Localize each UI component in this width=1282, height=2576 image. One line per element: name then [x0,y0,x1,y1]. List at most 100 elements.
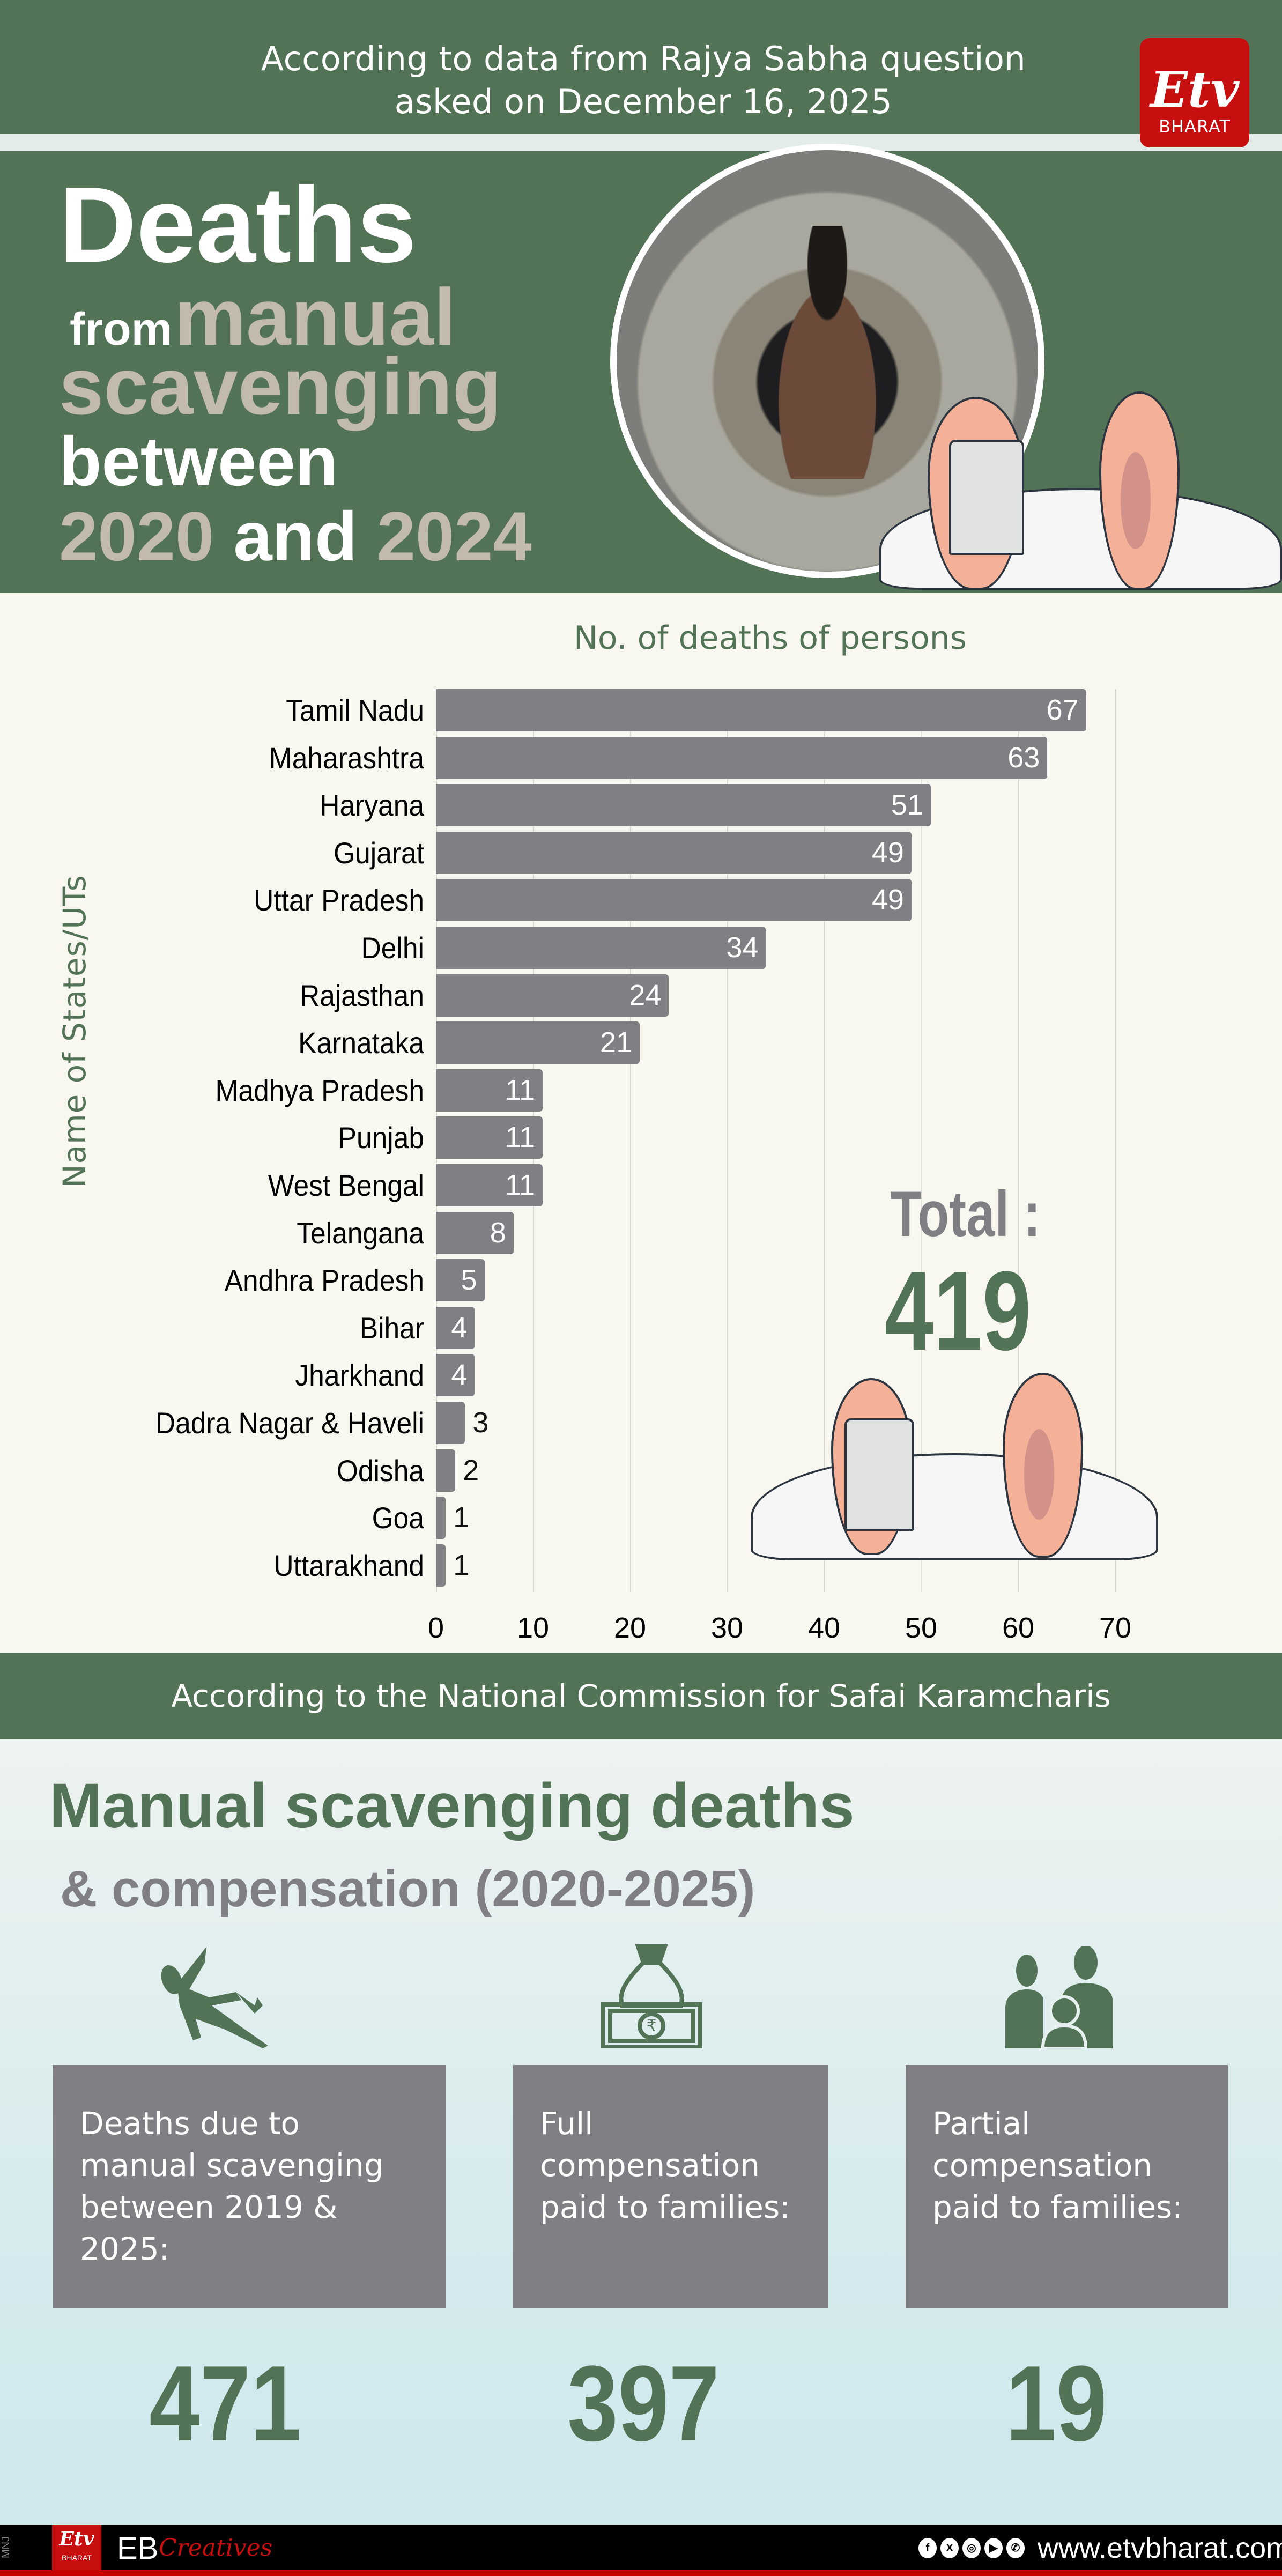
worker-figure [751,226,903,479]
divider-strip [0,134,1282,151]
bar-row: West Bengal 11 [268,1164,1115,1206]
chart-title: No. of deaths of persons [574,619,967,657]
category-label: Uttar Pradesh [254,883,424,917]
compensation-subtitle: & compensation (2020-2025) [60,1860,755,1918]
category-label: Goa [372,1501,424,1535]
x-tick-label: 70 [1099,1612,1132,1644]
category-label: Telangana [297,1216,424,1250]
source-line-2: asked on December 16, 2025 [394,82,893,121]
x-tick-label: 50 [905,1612,938,1644]
title-line-scavenging: scavenging [59,341,502,431]
category-label: Andhra Pradesh [224,1263,424,1298]
bar-row: Madhya Pradesh 11 [215,1069,1115,1112]
category-label: Dadra Nagar & Haveli [155,1406,424,1440]
bar-row: Punjab 11 [338,1116,1115,1159]
footer-etv-logo: Etv BHARAT [52,2525,101,2570]
compensation-title: Manual scavenging deaths [49,1771,855,1841]
source-banner [0,0,1282,134]
bar-value-label: 2 [463,1454,479,1486]
facebook-icon[interactable]: f [918,2538,937,2558]
gridline [630,689,631,1592]
bar-row: Tamil Nadu 67 [286,689,1115,731]
bar-value-label: 8 [490,1216,506,1249]
etv-bharat-logo: Etv BHARAT [1140,38,1249,147]
bar-value-label: 3 [472,1407,489,1439]
bar-value-label: 1 [453,1549,470,1581]
social-icons: f X ◎ ▶ ✆ [918,2538,1025,2558]
bar-row: Karnataka 21 [298,1021,1115,1064]
category-label: Uttarakhand [273,1548,424,1582]
designer-initials: MNJ [0,2536,12,2559]
deaths-card: Deaths due to manual scavenging between … [53,2065,446,2308]
etv-logo-icon: Etv [59,2528,94,2550]
title-line-from-manual: from manual [70,272,456,362]
bar-value-label: 11 [505,1169,536,1201]
bar [436,1069,543,1112]
eb-brand: EB [117,2531,159,2566]
title-line-years: 2020 and 2024 [59,497,532,575]
source-note: According to data from Rajya Sabha quest… [161,38,1126,123]
category-label: Bihar [359,1311,424,1345]
commission-source-text: According to the National Commission for… [171,1678,1111,1714]
bar-row: Gujarat 49 [334,831,1115,874]
bar-chart-plot: Tamil Nadu 67 Maharashtra 63 Haryana 51 Gujara… [155,689,1116,1592]
category-label: Haryana [320,788,424,823]
partial-compensation-label: Partial compensation paid to families: [932,2105,1183,2225]
bar [436,1116,543,1159]
bar-row: Jharkhand 4 [295,1354,1115,1397]
whatsapp-icon[interactable]: ✆ [1006,2538,1025,2558]
bar [436,736,1048,779]
logo-text: BHARAT [1159,116,1231,137]
youtube-icon[interactable]: ▶ [984,2538,1003,2558]
gridline [921,689,922,1592]
instagram-icon[interactable]: ◎ [962,2538,981,2558]
full-compensation-count: 397 [567,2344,720,2463]
svg-text:₹: ₹ [646,2017,656,2035]
bar [436,1449,456,1492]
bar-value-label: 1 [453,1501,470,1534]
bar-row: Goa 1 [372,1497,1115,1539]
gridline [727,689,728,1592]
bar-row: Rajasthan 24 [300,974,1115,1017]
manhole-worker-photo [610,144,1044,578]
category-label: Rajasthan [300,978,424,1012]
bar-row: Haryana 51 [320,784,1115,827]
bar [436,879,912,922]
bar [436,1164,543,1206]
x-tick-label: 10 [516,1612,550,1644]
x-tick-label: 20 [613,1612,647,1644]
toe-tag-icon [844,1418,914,1531]
bar-value-label: 5 [461,1264,477,1297]
bar [436,1354,475,1397]
falling-person-icon [161,1946,268,2048]
x-twitter-icon[interactable]: X [940,2538,959,2558]
bar-value-label: 21 [600,1026,633,1059]
x-tick-label: 0 [427,1612,444,1644]
bar [436,1211,514,1254]
bar [436,784,931,827]
bar-value-label: 49 [871,884,904,916]
bar-value-label: 11 [505,1074,536,1106]
category-label: Karnataka [298,1026,424,1060]
category-label: Jharkhand [295,1358,424,1393]
category-label: Madhya Pradesh [215,1073,424,1107]
bar-value-label: 49 [871,836,904,869]
right-foot [1003,1373,1083,1558]
bar-value-label: 11 [505,1121,536,1154]
category-label: Gujarat [334,835,424,870]
right-foot [1099,391,1180,590]
footer-bar [0,2525,1282,2570]
family-icon [1005,1946,1113,2048]
creatives-brand: Creatives [159,2534,273,2562]
x-tick-label: 30 [710,1612,744,1644]
category-label: Delhi [361,931,424,965]
full-compensation-label: Full compensation paid to families: [540,2105,790,2225]
footer-red-stripe [0,2570,1282,2576]
x-tick-label: 40 [807,1612,841,1644]
website-link[interactable]: www.etvbharat.com [1038,2532,1282,2564]
bar-value-label: 4 [451,1359,468,1391]
bar [436,689,1086,731]
full-compensation-card: Full compensation paid to families: [513,2065,828,2308]
partial-compensation-count: 19 [1005,2344,1107,2463]
bar-row: Telangana 8 [297,1211,1115,1254]
